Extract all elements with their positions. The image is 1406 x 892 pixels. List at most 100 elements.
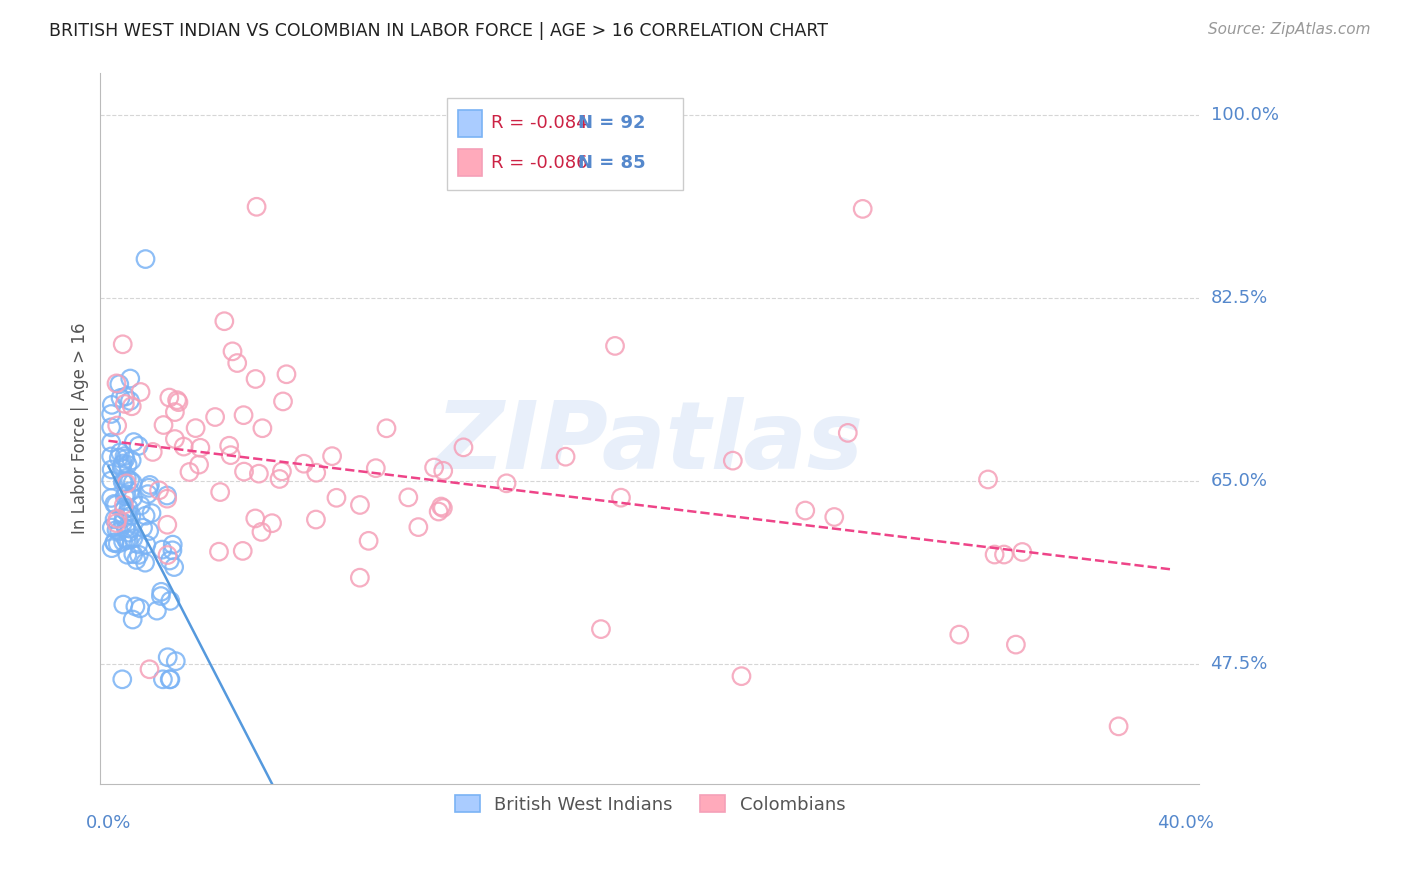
Point — [105, 376, 128, 391]
FancyBboxPatch shape — [457, 110, 482, 137]
Y-axis label: In Labor Force | Age > 16: In Labor Force | Age > 16 — [72, 323, 89, 534]
Point — [948, 627, 970, 641]
Point — [1011, 545, 1033, 559]
Point — [260, 516, 283, 531]
Text: 100.0%: 100.0% — [1211, 106, 1278, 124]
Point — [364, 461, 387, 475]
Point — [837, 425, 859, 440]
Point — [112, 475, 135, 489]
Point — [114, 397, 136, 411]
Point — [124, 599, 146, 614]
Point — [245, 511, 267, 525]
Point — [111, 458, 134, 473]
Point — [103, 535, 125, 549]
Point — [114, 451, 136, 466]
Point — [188, 441, 211, 455]
Point — [135, 538, 157, 552]
Point — [122, 435, 145, 450]
Point — [112, 511, 135, 525]
Point — [112, 598, 135, 612]
Point — [111, 673, 134, 687]
Point — [142, 445, 165, 459]
Point — [121, 613, 143, 627]
Point — [117, 533, 139, 547]
Point — [269, 472, 291, 486]
Point — [120, 508, 142, 523]
Point — [321, 449, 343, 463]
Text: ZIPatlas: ZIPatlas — [436, 397, 863, 489]
Point — [118, 522, 141, 536]
Point — [152, 673, 174, 687]
Point — [141, 506, 163, 520]
Text: Source: ZipAtlas.com: Source: ZipAtlas.com — [1208, 22, 1371, 37]
Point — [121, 453, 143, 467]
Point — [453, 441, 475, 455]
Text: N = 85: N = 85 — [578, 153, 647, 171]
Point — [138, 662, 160, 676]
Point — [122, 531, 145, 545]
Point — [101, 520, 124, 534]
Point — [114, 390, 136, 404]
Point — [128, 439, 150, 453]
Point — [108, 445, 131, 459]
Point — [100, 462, 122, 476]
Point — [408, 520, 430, 534]
Point — [162, 538, 184, 552]
Point — [305, 466, 328, 480]
Point — [250, 524, 273, 539]
Point — [1108, 719, 1130, 733]
Text: R = -0.086: R = -0.086 — [491, 153, 588, 171]
Point — [188, 458, 211, 472]
Point — [101, 398, 124, 412]
Point — [139, 478, 162, 492]
Point — [157, 391, 180, 405]
Point — [111, 460, 134, 475]
Point — [823, 510, 845, 524]
Point — [134, 252, 156, 266]
Point — [993, 548, 1015, 562]
Point — [112, 534, 135, 549]
Point — [156, 548, 179, 562]
Point — [136, 487, 159, 501]
Point — [166, 393, 188, 408]
Point — [118, 484, 141, 499]
Point — [156, 491, 179, 506]
Point — [148, 483, 170, 498]
Point — [271, 394, 294, 409]
Point — [114, 489, 136, 503]
Point — [146, 604, 169, 618]
Point — [105, 523, 128, 537]
Point — [375, 421, 398, 435]
Point — [103, 497, 125, 511]
Point — [163, 560, 186, 574]
Text: R = -0.084: R = -0.084 — [491, 114, 588, 132]
Point — [245, 200, 267, 214]
Legend: British West Indians, Colombians: British West Indians, Colombians — [447, 788, 852, 821]
Point — [152, 417, 174, 432]
Point — [100, 420, 122, 434]
Point — [396, 491, 419, 505]
Text: BRITISH WEST INDIAN VS COLOMBIAN IN LABOR FORCE | AGE > 16 CORRELATION CHART: BRITISH WEST INDIAN VS COLOMBIAN IN LABO… — [49, 22, 828, 40]
Point — [204, 410, 226, 425]
Point — [721, 453, 744, 467]
Point — [128, 548, 150, 562]
Point — [117, 500, 139, 515]
Point — [150, 584, 173, 599]
Point — [173, 440, 195, 454]
Point — [165, 654, 187, 668]
Point — [112, 502, 135, 516]
Point — [163, 405, 186, 419]
Point — [122, 547, 145, 561]
Point — [120, 473, 142, 487]
Point — [114, 449, 136, 463]
Point — [730, 669, 752, 683]
Point — [112, 498, 135, 512]
Point — [167, 395, 190, 409]
Point — [122, 491, 145, 505]
Point — [117, 506, 139, 520]
Point — [100, 435, 122, 450]
Point — [100, 541, 122, 556]
Point — [245, 372, 267, 386]
Point — [138, 481, 160, 495]
Point — [349, 571, 371, 585]
